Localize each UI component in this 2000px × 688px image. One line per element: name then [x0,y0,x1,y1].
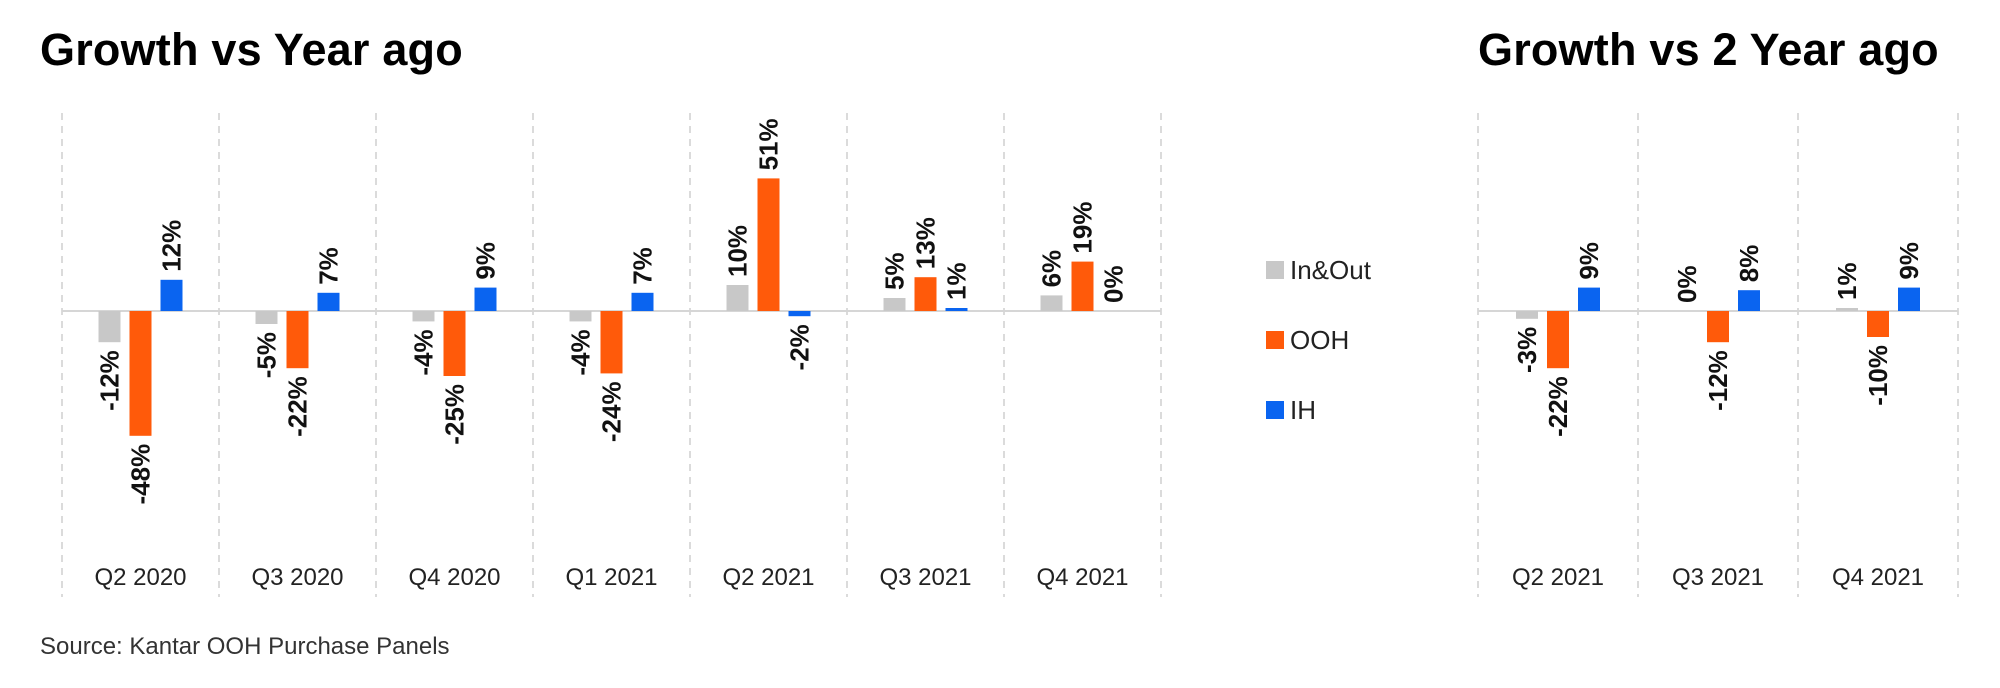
value-label: 9% [1894,242,1924,280]
legend-label-ih: IH [1290,394,1316,425]
category-label: Q1 2021 [565,564,657,591]
value-label: -22% [1543,376,1573,437]
bar-ih [160,279,183,311]
bar-ooh [1867,311,1889,337]
category-label: Q3 2020 [251,564,343,591]
category-label: Q4 2020 [408,564,500,591]
category-label: Q4 2021 [1832,564,1924,591]
bar-inout [726,285,749,311]
bar-ih [1898,287,1920,311]
value-label: 0% [1099,265,1129,303]
value-label: -22% [283,376,313,437]
bar-ooh [914,277,937,311]
bar-inout [412,311,435,322]
value-label: 6% [1037,250,1067,288]
bar-inout [883,298,906,311]
category-label: Q3 2021 [879,564,971,591]
legend-label-inout: In&Out [1290,254,1371,285]
category-label: Q2 2020 [94,564,186,591]
value-label: 9% [1574,242,1604,280]
value-label: 51% [754,118,784,170]
value-label: 7% [628,247,658,285]
legend-swatch-ih [1266,401,1284,419]
bar-inout [1040,295,1063,311]
value-label: 7% [314,247,344,285]
value-label: -12% [95,350,125,411]
bar-ih [1738,290,1760,311]
value-label: 1% [1832,262,1862,300]
value-label: 1% [942,262,972,300]
value-label: 10% [723,225,753,277]
legend-item-inout: In&Out [1266,235,1371,305]
value-label: 12% [157,220,187,272]
bar-ooh [757,178,780,311]
bar-inout [569,311,592,322]
bar-ooh [600,311,623,374]
bar-ooh [443,311,466,376]
value-label: -10% [1863,345,1893,406]
value-label: -4% [566,329,596,375]
value-label: -12% [1703,350,1733,411]
category-label: Q2 2021 [722,564,814,591]
bar-ih [788,311,811,317]
bar-ih [317,292,340,311]
legend-swatch-ooh [1266,331,1284,349]
chart-title-left: Growth vs Year ago [40,24,463,75]
bar-inout [1836,308,1858,311]
bar-ooh [286,311,309,369]
category-label: Q2 2021 [1512,564,1604,591]
value-label: -25% [440,384,470,445]
legend-item-ooh: OOH [1266,305,1371,375]
bar-inout [1516,311,1538,319]
legend-label-ooh: OOH [1290,324,1350,355]
value-label: 8% [1734,245,1764,283]
value-label: 9% [471,242,501,280]
source-note: Source: Kantar OOH Purchase Panels [40,633,450,660]
value-label: 13% [911,217,941,269]
value-label: 0% [1672,265,1702,303]
bar-inout [255,311,278,324]
category-label: Q3 2021 [1672,564,1764,591]
bar-ooh [129,311,152,436]
value-label: -5% [252,332,282,378]
value-label: -24% [597,381,627,442]
value-label: 5% [880,252,910,290]
bar-ih [1578,287,1600,311]
value-label: -2% [785,324,815,370]
value-label: -4% [409,329,439,375]
category-label: Q4 2021 [1036,564,1128,591]
bar-ih [945,308,968,311]
chart-title-right: Growth vs 2 Year ago [1478,24,1939,75]
value-label: 19% [1068,202,1098,254]
bar-ih [631,292,654,311]
legend-swatch-inout [1266,261,1284,279]
value-label: -48% [126,444,156,505]
bar-ooh [1071,261,1094,311]
legend: In&Out OOH IH [1266,235,1371,445]
value-label: -3% [1512,327,1542,373]
bar-ih [474,287,497,311]
legend-item-ih: IH [1266,375,1371,445]
bar-ooh [1707,311,1729,343]
bar-inout [98,311,121,343]
bar-ooh [1547,311,1569,369]
